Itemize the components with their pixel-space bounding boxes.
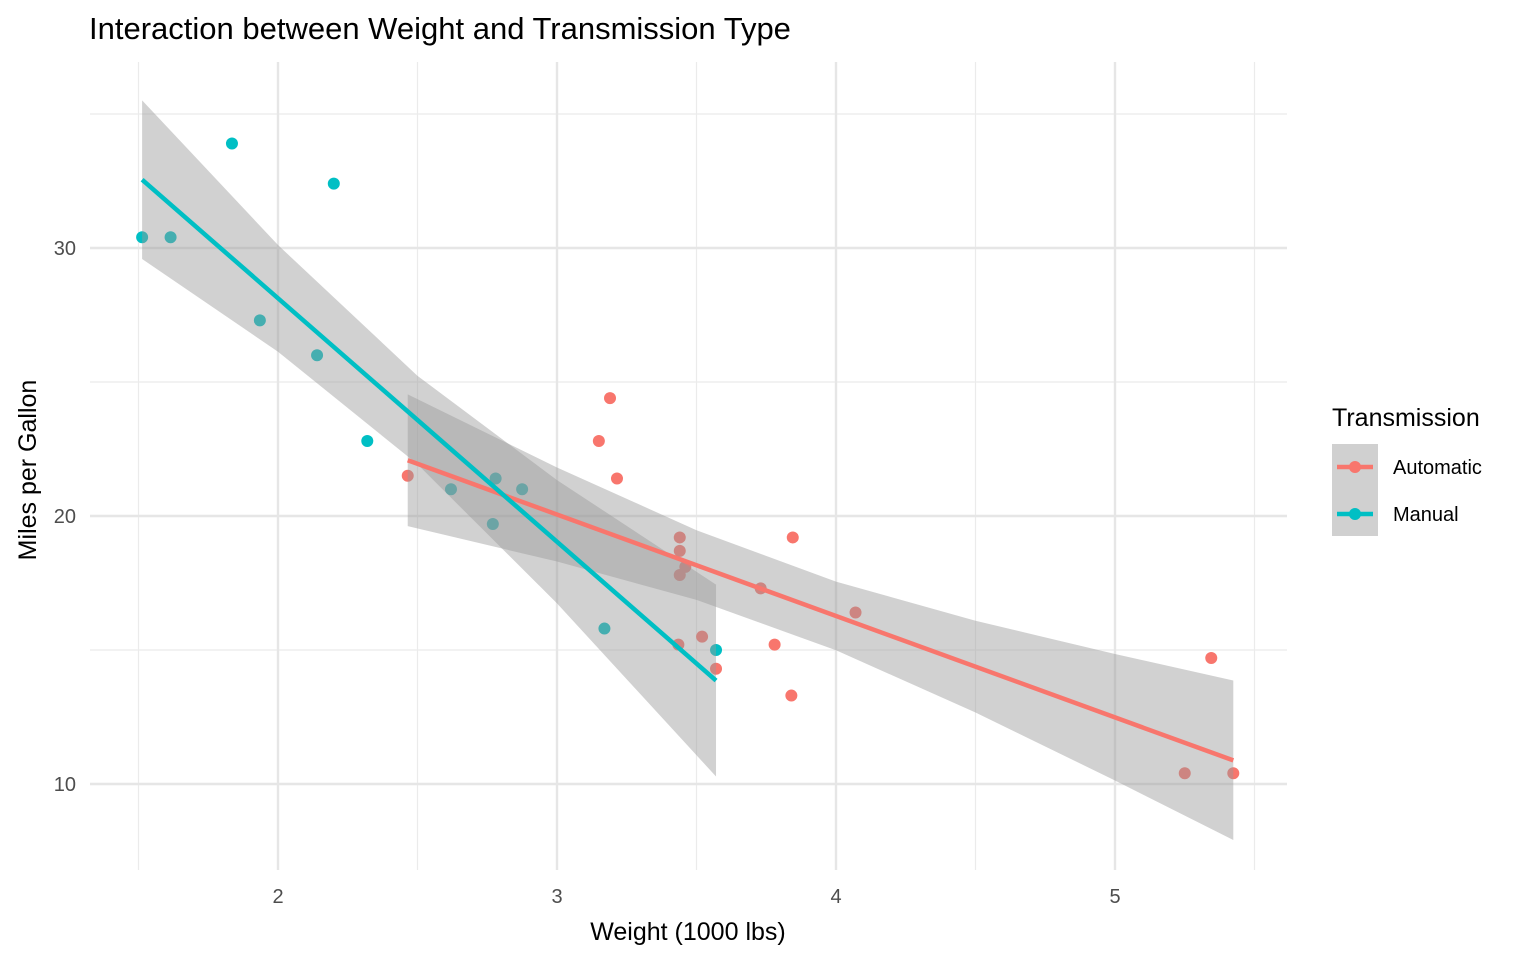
data-point-manual bbox=[164, 231, 177, 244]
confidence-bands bbox=[142, 100, 1234, 841]
y-tick-label: 20 bbox=[54, 506, 76, 528]
data-point-automatic bbox=[768, 638, 781, 651]
data-point-automatic bbox=[401, 469, 414, 482]
data-point-automatic bbox=[610, 472, 623, 485]
data-point-automatic bbox=[849, 606, 862, 619]
legend-label: Automatic bbox=[1393, 457, 1482, 479]
data-point-automatic bbox=[673, 544, 686, 557]
legend-point bbox=[1349, 508, 1361, 520]
y-tick-label: 30 bbox=[54, 238, 76, 260]
fit-line-automatic bbox=[406, 458, 1235, 763]
data-point-automatic bbox=[673, 531, 686, 544]
data-point-manual bbox=[598, 622, 611, 635]
grid bbox=[90, 62, 1287, 870]
confidence-band-manual bbox=[142, 100, 717, 777]
data-point-manual bbox=[327, 177, 340, 190]
data-point-manual bbox=[516, 483, 529, 496]
data-point-manual bbox=[311, 349, 324, 362]
data-point-automatic bbox=[1178, 767, 1191, 780]
legend-label: Manual bbox=[1393, 504, 1459, 526]
data-point-automatic bbox=[1205, 652, 1218, 665]
points bbox=[136, 137, 1240, 780]
data-point-manual bbox=[444, 483, 457, 496]
confidence-band-automatic bbox=[407, 394, 1234, 841]
data-point-manual bbox=[253, 314, 266, 327]
x-axis-ticks: 2 3 4 5 bbox=[272, 886, 1120, 908]
legend-title: Transmission bbox=[1332, 404, 1480, 432]
data-point-automatic bbox=[592, 434, 605, 447]
legend: Transmission Automatic Manual bbox=[1332, 404, 1482, 536]
data-point-automatic bbox=[786, 531, 799, 544]
legend-key-background bbox=[1332, 444, 1378, 536]
data-point-automatic bbox=[785, 689, 798, 702]
data-point-automatic bbox=[1227, 767, 1240, 780]
legend-entry-manual: Manual bbox=[1337, 504, 1459, 526]
y-axis-title: Miles per Gallon bbox=[14, 380, 42, 561]
x-tick-label: 5 bbox=[1109, 886, 1120, 908]
data-point-automatic bbox=[604, 392, 617, 405]
data-point-automatic bbox=[710, 662, 723, 675]
fit-lines bbox=[140, 177, 1235, 763]
data-point-manual bbox=[225, 137, 238, 150]
y-tick-label: 10 bbox=[54, 774, 76, 796]
fit-line-manual bbox=[140, 177, 718, 683]
data-point-automatic bbox=[673, 568, 686, 581]
x-tick-label: 2 bbox=[272, 886, 283, 908]
legend-point bbox=[1349, 461, 1361, 473]
data-point-manual bbox=[361, 434, 374, 447]
legend-entry-automatic: Automatic bbox=[1337, 457, 1482, 479]
x-axis-title: Weight (1000 lbs) bbox=[590, 918, 785, 946]
x-tick-label: 3 bbox=[551, 886, 562, 908]
x-tick-label: 4 bbox=[830, 886, 841, 908]
data-point-automatic bbox=[696, 630, 709, 643]
data-point-manual bbox=[710, 644, 723, 656]
data-point-manual bbox=[136, 231, 149, 244]
chart-title: Interaction between Weight and Transmiss… bbox=[89, 11, 791, 46]
data-point-manual bbox=[489, 472, 502, 485]
y-axis-ticks: 10 20 30 bbox=[54, 238, 76, 796]
data-point-manual bbox=[486, 518, 499, 531]
